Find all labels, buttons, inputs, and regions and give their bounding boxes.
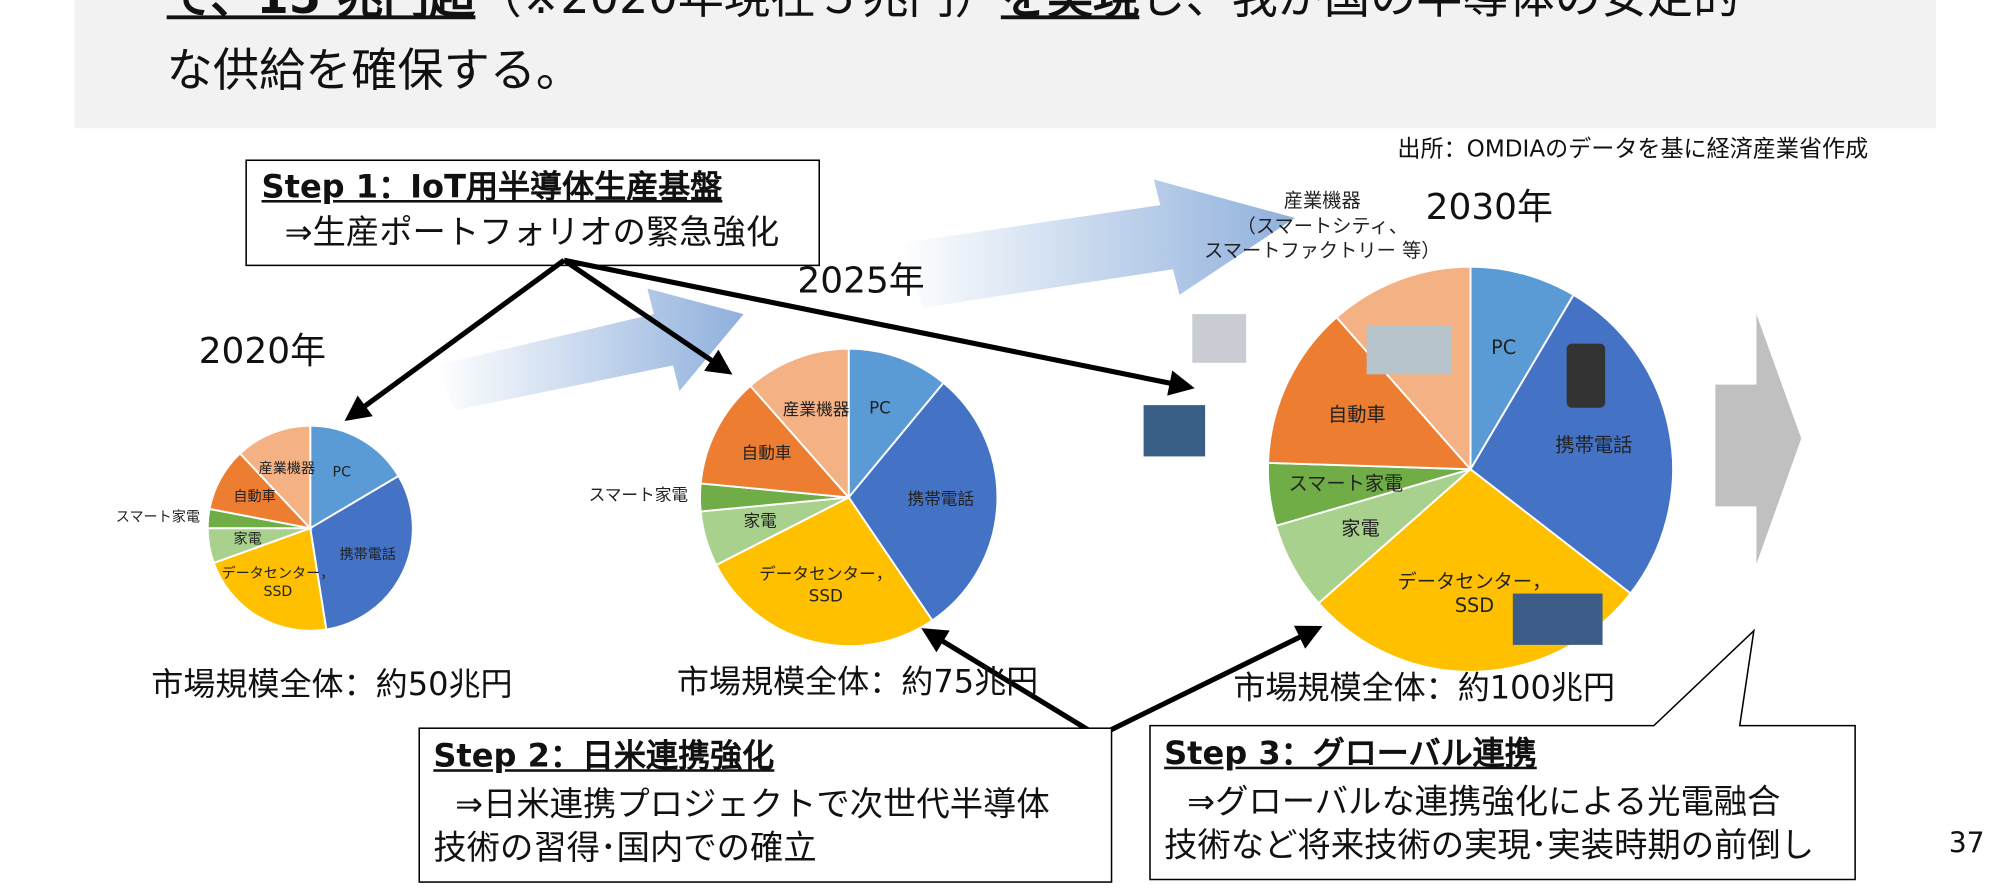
slice-label: 家電 [1341, 517, 1380, 541]
car-image [1192, 314, 1247, 363]
header-line: な供給を確保する。 [166, 44, 583, 98]
header-segment: し、我が国の半導体の安定的 [1139, 0, 1739, 24]
server-image [1512, 593, 1603, 645]
pie-slice [714, 496, 934, 648]
slice-label: スマート家電 [115, 508, 200, 526]
pie-title: 2020年 [198, 329, 326, 372]
slice-label: データセンター， SSD [221, 564, 335, 600]
pie-slice [847, 347, 945, 501]
pie-slice [1267, 315, 1473, 471]
slice-label: 携帯電話 [1555, 433, 1633, 457]
pie-total: 市場規模全体：約75兆円 [676, 662, 1039, 700]
step-text: 技術など将来技術の実現･実装時期の前倒し [1164, 826, 1815, 866]
slice-label: 携帯電話 [339, 546, 396, 563]
step-title: Step 3：グローバル連携 [1164, 734, 1537, 772]
pie-slice [238, 424, 312, 531]
header-segment: て、15 兆円超 [167, 0, 476, 24]
step3-callout [1149, 628, 1856, 881]
pie-slice [309, 424, 400, 530]
growth-arrow [435, 288, 744, 411]
step-title: Step 1：IoT用半導体生産基盤 [261, 167, 723, 206]
pie-slice [1469, 265, 1575, 473]
step-title: Step 2：日米連携強化 [433, 737, 775, 775]
page-number: 37 [1948, 828, 1985, 861]
step1-box [245, 159, 820, 267]
pie-slice [212, 526, 328, 632]
step-text: ⇒グローバルな連携強化による光電融合 [1187, 783, 1781, 822]
slice-label: 産業機器 [258, 459, 316, 477]
slice-label: 自動車 [1328, 403, 1386, 427]
pie-total: 市場規模全体：約100兆円 [1233, 669, 1616, 707]
header-segment: を実現 [1001, 0, 1139, 24]
slice-label: 家電 [743, 512, 777, 532]
slice-label: PC [1491, 335, 1517, 359]
header-segment: （※2020年現在５兆円） [475, 0, 1000, 24]
pie-slice [847, 381, 999, 622]
slice-label: 自動車 [233, 488, 276, 506]
factory-image [1366, 325, 1452, 375]
pie-slice [699, 384, 852, 499]
slice-label: PC [332, 463, 351, 481]
slice-label: 携帯電話 [907, 490, 975, 511]
step-text: 技術の習得･国内での確立 [433, 829, 817, 868]
header-line: て、15 兆円超（※2020年現在５兆円）を実現し、我が国の半導体の安定的 [167, 0, 1740, 25]
step2-box [418, 727, 1113, 883]
slice-label: PC [869, 399, 891, 420]
slice-label: スマート家電 [588, 486, 689, 506]
slice-label: 産業機器 [782, 400, 850, 420]
step-text: ⇒日米連携プロジェクトで次世代半導体 [455, 785, 1050, 825]
slice-label: スマート家電 [1288, 472, 1404, 496]
pie-title: 2025年 [797, 258, 925, 302]
next-arrow [1715, 314, 1802, 565]
source: 出所：OMDIAのデータを基に経済産業省作成 [1397, 135, 1869, 163]
slice-label: データセンター， SSD [1397, 569, 1552, 618]
step-text: ⇒生産ポートフォリオの緊急強化 [284, 214, 780, 253]
phone-image [1566, 343, 1606, 408]
growth-arrow [897, 179, 1295, 308]
pie-slice [309, 474, 414, 631]
slice-label: データセンター， SSD [759, 565, 893, 606]
pie-slice [749, 347, 850, 500]
slice-label: 自動車 [741, 444, 792, 464]
step-arrows [344, 257, 1323, 734]
pie-total: 市場規模全体：約50兆円 [151, 665, 513, 703]
pie-slice [1469, 293, 1675, 595]
dashboard-image [1143, 405, 1206, 457]
slice-label: 産業機器 （スマートシティ、 スマートファクトリー 等） [1204, 189, 1441, 263]
header-band [74, 0, 1936, 129]
slice-label: 家電 [233, 529, 262, 547]
pie-title: 2030年 [1425, 185, 1553, 229]
